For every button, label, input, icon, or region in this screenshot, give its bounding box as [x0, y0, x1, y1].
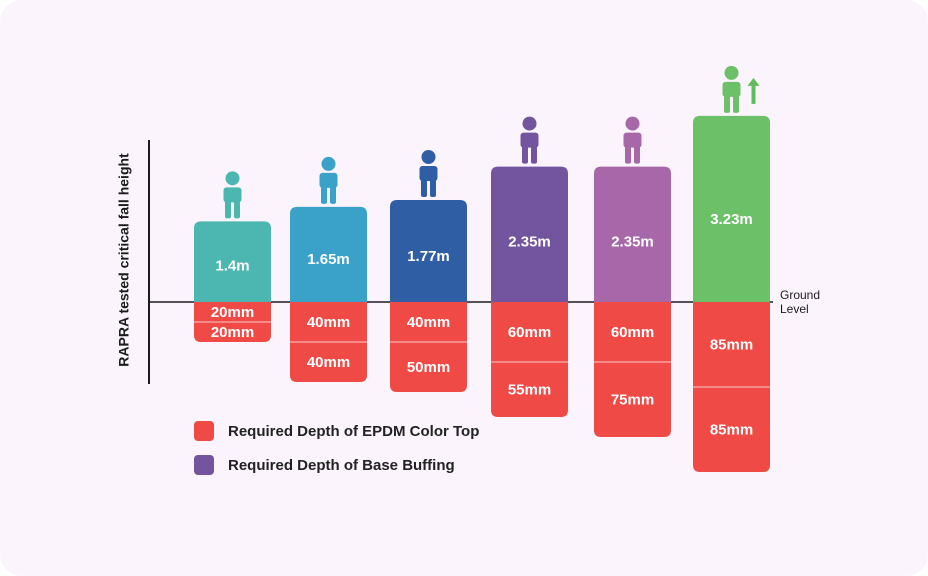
base-buffing-depth-label: 75mm	[611, 391, 654, 408]
up-arrow-stem	[751, 84, 756, 104]
legend-item-color-top: Required Depth of EPDM Color Top	[194, 420, 479, 442]
depth-bar	[594, 302, 671, 437]
depth-bar	[491, 302, 568, 417]
color-top-depth-label: 40mm	[307, 314, 350, 331]
legend-swatch-color-top	[194, 421, 214, 441]
person-icon	[319, 156, 338, 204]
ground-label-line2: Level	[780, 302, 809, 316]
person-icon	[623, 116, 642, 164]
color-top-depth-label: 60mm	[508, 324, 551, 341]
legend-label-color-top: Required Depth of EPDM Color Top	[228, 422, 480, 440]
color-top-depth-label: 85mm	[710, 336, 753, 353]
up-arrow-icon	[747, 77, 760, 86]
person-icon	[223, 171, 242, 219]
height-bar	[491, 166, 568, 302]
height-bar-label: 2.35m	[508, 233, 551, 250]
color-top-depth-label: 20mm	[211, 304, 254, 321]
base-buffing-depth-label: 85mm	[710, 421, 753, 438]
ground-label-line1: Ground	[780, 288, 820, 302]
legend-label-base-buffing: Required Depth of Base Buffing	[228, 456, 455, 474]
height-bar	[693, 115, 770, 302]
height-bar	[594, 166, 671, 302]
y-axis-label: RAPRA tested critical fall height	[116, 153, 132, 367]
height-bar-label: 3.23m	[710, 211, 753, 228]
legend: Required Depth of EPDM Color Top Require…	[194, 420, 479, 488]
height-bar	[390, 200, 467, 302]
person-icon	[520, 116, 539, 164]
base-buffing-depth-label: 20mm	[211, 324, 254, 341]
depth-bar	[390, 302, 467, 392]
base-buffing-depth-label: 40mm	[307, 354, 350, 371]
person-icon	[419, 150, 438, 197]
legend-swatch-base-buffing	[194, 455, 214, 475]
base-buffing-depth-label: 50mm	[407, 359, 450, 376]
legend-item-base-buffing: Required Depth of Base Buffing	[194, 454, 479, 476]
base-buffing-depth-label: 55mm	[508, 381, 551, 398]
color-top-depth-label: 40mm	[407, 314, 450, 331]
height-bar-label: 1.4m	[215, 257, 249, 274]
person-icon	[722, 65, 741, 113]
height-bar	[290, 206, 367, 302]
height-bar-label: 1.77m	[407, 248, 450, 265]
height-bar	[194, 221, 271, 302]
color-top-depth-label: 60mm	[611, 324, 654, 341]
height-bar-label: 1.65m	[307, 251, 350, 268]
height-bar-label: 2.35m	[611, 233, 654, 250]
